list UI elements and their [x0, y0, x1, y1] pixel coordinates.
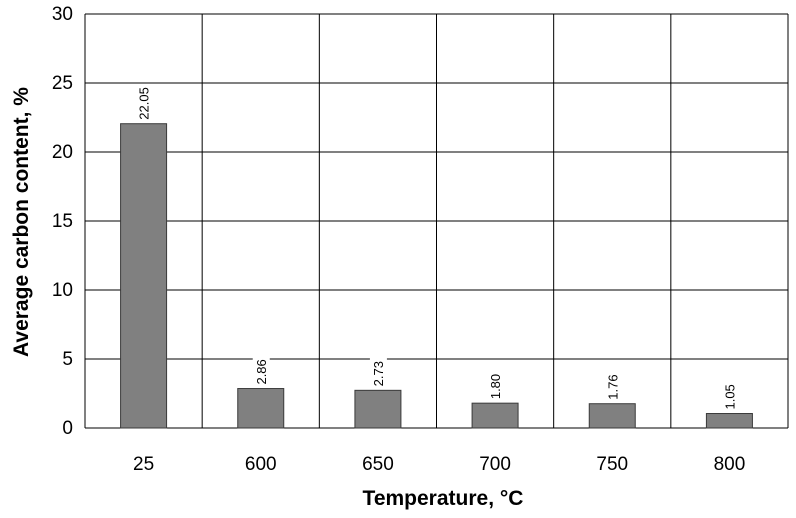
data-label-bg	[487, 363, 505, 402]
data-label-bg	[604, 363, 622, 402]
bar	[588, 403, 636, 429]
data-label-bg	[252, 348, 270, 387]
x-tick-label: 750	[596, 454, 628, 475]
data-label: 1.80	[488, 374, 503, 399]
gridlines	[84, 13, 789, 429]
data-label-bg	[135, 83, 153, 122]
x-tick-label: 25	[133, 454, 154, 475]
data-label-bg	[721, 373, 739, 412]
y-tick-label: 5	[62, 349, 73, 370]
bar	[120, 123, 168, 429]
x-tick-labels: 25 600 650 700 750 800	[133, 454, 745, 475]
y-tick-label: 20	[52, 142, 73, 163]
data-label-group: 1.76	[604, 363, 622, 402]
bar	[354, 389, 402, 429]
x-tick-label: 700	[479, 454, 511, 475]
data-label: 1.05	[722, 384, 737, 409]
y-axis-title: Average carbon content, %	[10, 87, 33, 357]
data-label: 2.73	[371, 361, 386, 386]
data-label-group: 2.73	[369, 350, 387, 389]
bar	[471, 402, 519, 429]
y-tick-label: 30	[52, 4, 73, 25]
bar	[705, 413, 753, 429]
x-tick-label: 800	[714, 454, 746, 475]
x-tick-label: 600	[245, 454, 277, 475]
data-labels: 22.05 2.86 2.73 1.80 1.76 1.05	[135, 83, 739, 412]
y-tick-label: 25	[52, 73, 73, 94]
bar	[237, 388, 285, 429]
y-tick-label: 15	[52, 211, 73, 232]
bars	[120, 123, 753, 429]
y-tick-label: 0	[62, 418, 73, 439]
data-label-group: 22.05	[135, 83, 153, 122]
data-label: 1.76	[605, 374, 620, 399]
data-label: 22.05	[137, 87, 152, 120]
data-label-group: 1.80	[487, 363, 505, 402]
data-label: 2.86	[254, 359, 269, 384]
data-label-group: 1.05	[721, 373, 739, 412]
y-tick-label: 10	[52, 280, 73, 301]
x-tick-label: 650	[362, 454, 394, 475]
x-axis-title: Temperature, °C	[363, 487, 524, 510]
data-label-bg	[369, 350, 387, 389]
y-tick-labels: 0 5 10 15 20 25 30	[52, 4, 73, 439]
data-label-group: 2.86	[252, 348, 270, 387]
